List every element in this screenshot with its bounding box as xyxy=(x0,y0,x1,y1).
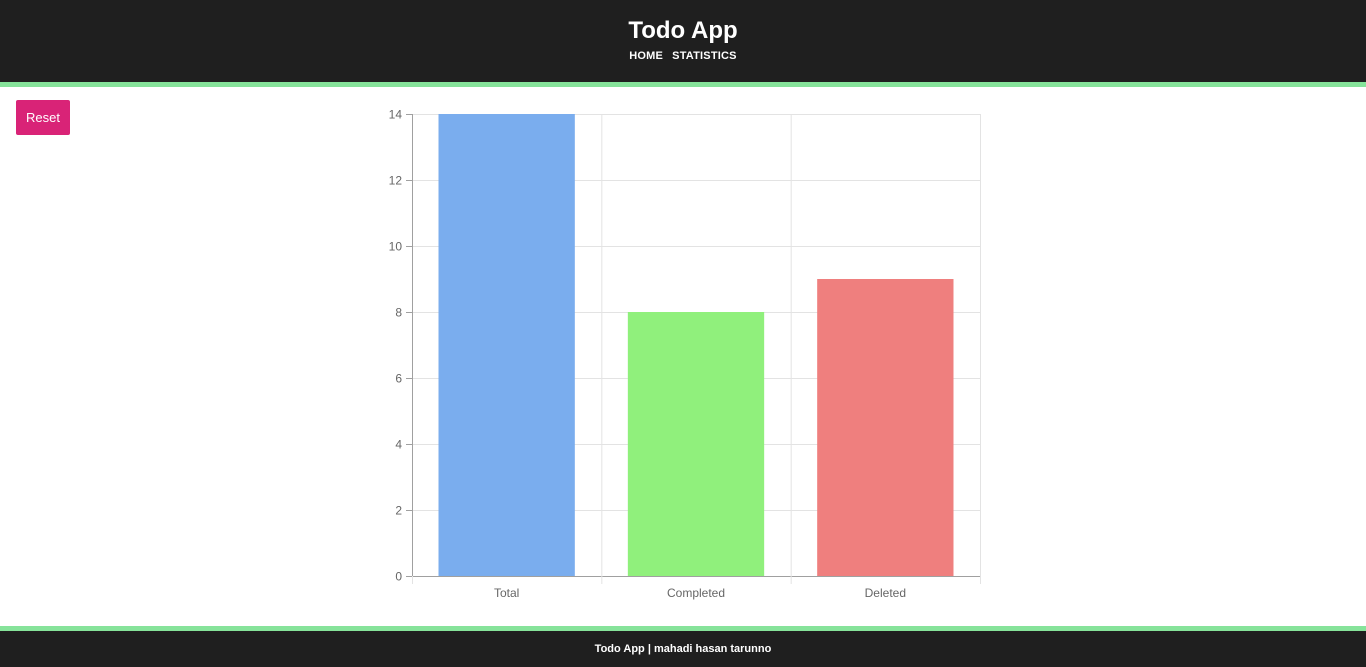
y-tick-label: 14 xyxy=(389,108,403,122)
y-tick-label: 0 xyxy=(395,570,402,584)
y-tick-label: 2 xyxy=(395,504,402,518)
y-tick-label: 4 xyxy=(395,438,402,452)
app-footer: Todo App | mahadi hasan tarunno xyxy=(0,626,1366,667)
bar-total xyxy=(439,114,575,576)
y-tick-label: 6 xyxy=(395,372,402,386)
y-tick-label: 12 xyxy=(389,174,403,188)
footer-text: Todo App | mahadi hasan tarunno xyxy=(0,643,1366,655)
x-tick-label: Deleted xyxy=(865,586,906,600)
x-tick-label: Completed xyxy=(667,586,725,600)
bar-completed xyxy=(628,312,764,576)
bar-deleted xyxy=(817,279,953,576)
x-tick-label: Total xyxy=(494,586,519,600)
y-tick-label: 8 xyxy=(395,306,402,320)
y-tick-label: 10 xyxy=(389,240,403,254)
